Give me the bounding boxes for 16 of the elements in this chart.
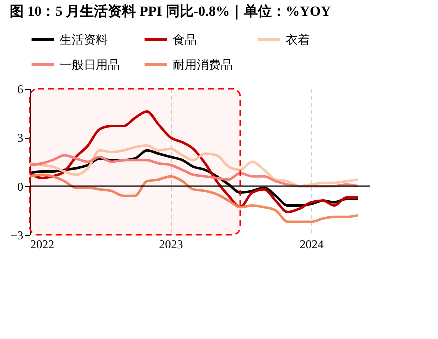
- x-tick-label: 2023: [159, 238, 184, 252]
- y-tick-label: −3: [10, 228, 24, 242]
- legend-label: 衣着: [286, 33, 310, 47]
- x-tick-label: 2024: [300, 238, 324, 252]
- line-series: [28, 110, 360, 214]
- legend-label: 耐用消费品: [173, 58, 233, 72]
- y-tick-label: 6: [18, 82, 24, 96]
- legend-label: 一般日用品: [60, 58, 120, 72]
- line-series: [28, 144, 360, 188]
- y-tick-label: 3: [18, 131, 24, 146]
- legend-label: 食品: [173, 33, 197, 47]
- x-tick-label: 2022: [30, 238, 54, 252]
- legend-label: 生活资料: [60, 33, 108, 47]
- line-series: [28, 174, 360, 224]
- y-tick-label: 0: [18, 180, 24, 194]
- chart-title: 图 10：5 月生活资料 PPI 同比-0.8%｜单位：%YOY: [10, 4, 332, 20]
